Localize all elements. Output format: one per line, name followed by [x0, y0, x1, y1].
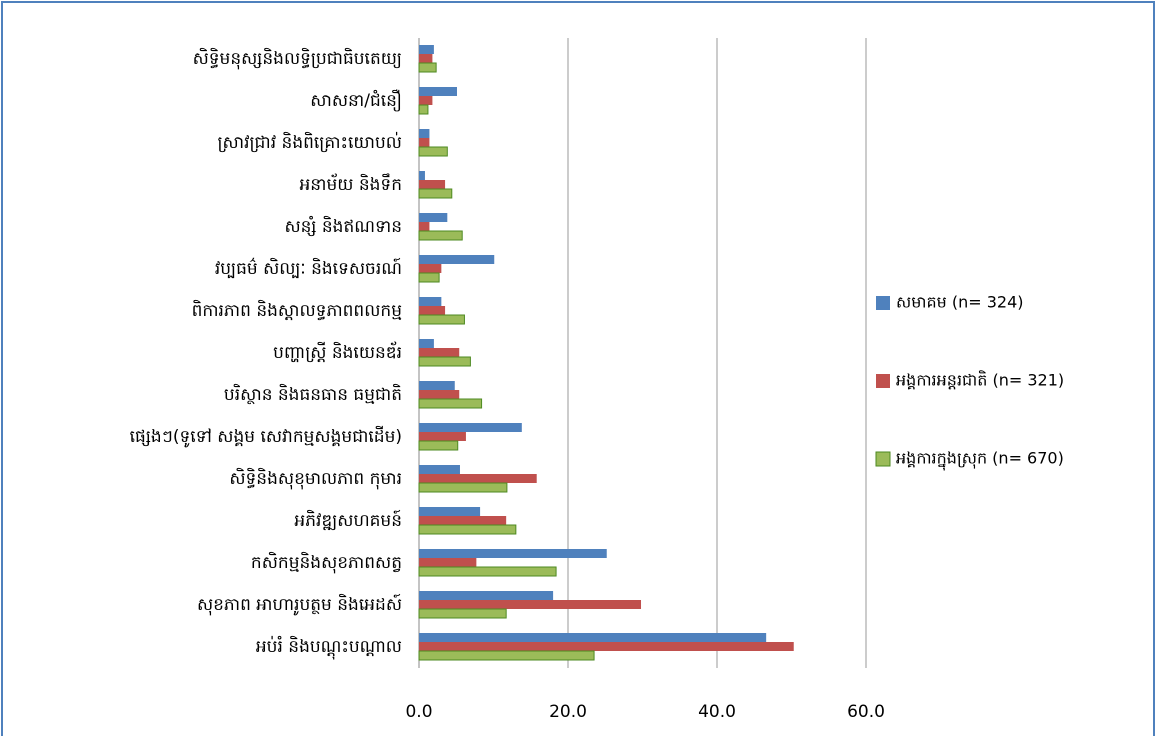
bar — [419, 264, 442, 273]
bar — [418, 272, 440, 283]
x-tick-label: 60.0 — [847, 702, 885, 722]
y-tick-label: សិទ្ធិនិងសុខុមាលភាព កុមារ — [229, 467, 402, 490]
x-tick-label: 0.0 — [405, 702, 432, 722]
bar — [419, 138, 430, 147]
y-tick-label: អនាម័យ និងទឹក — [299, 173, 402, 195]
bar — [418, 650, 595, 661]
bar — [418, 608, 507, 619]
bar — [419, 642, 794, 651]
y-tick-label: សិទ្ធិមនុស្សនិងលទ្ធិប្រជាធិបតេយ្យ — [193, 47, 402, 70]
bar — [419, 465, 460, 474]
x-tick-label: 20.0 — [549, 702, 587, 722]
bar — [418, 104, 429, 115]
y-tick-label: សុខភាព អាហារូបត្ថម និងអេដស៍ — [197, 593, 402, 616]
legend-label: អង្គការក្នុងស្រុក (n= 670) — [896, 449, 1064, 472]
bar — [418, 230, 463, 241]
y-tick-label: អភិវឌ្ឍសហគមន៍ — [294, 509, 402, 531]
bar — [418, 62, 437, 73]
y-tick-label: បរិស្ថាន និងធនធាន ធម្មជាតិ — [224, 383, 402, 405]
bar — [419, 45, 434, 54]
bar — [419, 54, 433, 63]
legend-label: សមាគម (n= 324) — [896, 293, 1024, 312]
bar — [418, 566, 557, 577]
bar — [419, 87, 457, 96]
bar — [419, 549, 607, 558]
bar — [419, 381, 455, 390]
y-tick-label: សាសនា/ជំនឿ — [310, 89, 402, 112]
bar — [418, 356, 471, 367]
bar — [419, 306, 446, 315]
x-tick-label: 40.0 — [698, 702, 736, 722]
bar — [419, 96, 433, 105]
bar — [419, 129, 430, 138]
bar — [419, 474, 537, 483]
y-tick-label: វប្បធម៌ សិល្បៈ និងទេសចរណ៍ — [215, 257, 402, 279]
legend-swatch — [875, 451, 891, 467]
legend-swatch — [876, 374, 890, 388]
bar — [419, 390, 460, 399]
y-tick-label: ពិការភាព និងស្តាលទ្ធភាពពលកម្ម — [192, 299, 402, 321]
legend-label: អង្គការអន្តរជាតិ (n= 321) — [896, 370, 1064, 390]
bar — [419, 180, 446, 189]
bar — [418, 524, 517, 535]
bar — [419, 348, 460, 357]
y-tick-label: បញ្ហាស្ត្រី និងយេនឌ័រ — [273, 341, 402, 363]
y-tick-label: ស្រាវជ្រាវ និងពិគ្រោះយោបល់ — [217, 131, 402, 153]
bar — [419, 213, 448, 222]
legend-swatch — [876, 296, 890, 310]
y-tick-label: សន្សំ និងឥណទាន — [284, 215, 402, 237]
bar — [419, 423, 522, 432]
bar — [419, 507, 481, 516]
bar — [419, 339, 434, 348]
bar — [419, 222, 430, 231]
bar — [419, 432, 466, 441]
bar — [418, 440, 459, 451]
y-tick-label: ផ្សេងៗ(ទូទៅ សង្គម សេវាកម្មសង្គមជាដើម) — [130, 425, 402, 448]
bar — [419, 516, 507, 525]
y-tick-label: កសិកម្មនិងសុខភាពសត្វ — [251, 551, 402, 574]
bar — [418, 482, 508, 493]
y-tick-label: អប់រំ និងបណ្តុះបណ្តាល — [256, 635, 402, 660]
bar — [419, 600, 642, 609]
bar — [418, 146, 448, 157]
bar — [418, 314, 465, 325]
bar — [419, 171, 425, 180]
bar — [418, 398, 483, 409]
bar — [418, 188, 453, 199]
bar — [419, 255, 495, 264]
bar — [419, 591, 554, 600]
bar — [419, 633, 767, 642]
bar — [419, 558, 477, 567]
bar — [419, 297, 442, 306]
